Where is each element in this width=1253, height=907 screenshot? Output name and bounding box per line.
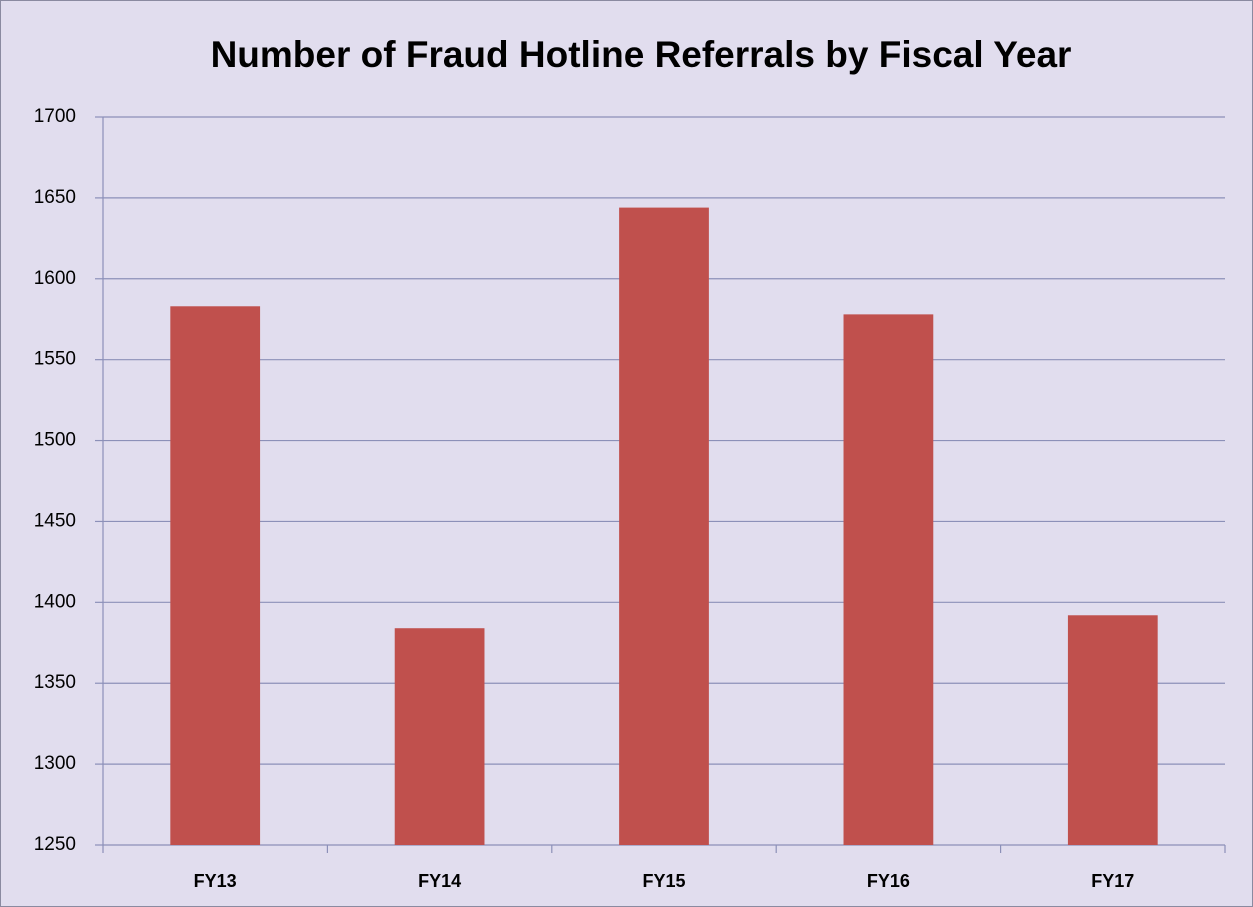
y-tick-label: 1700 (34, 106, 76, 127)
y-tick-label: 1250 (34, 834, 76, 855)
x-tick-label: FY16 (867, 871, 910, 891)
bar (1067, 615, 1158, 845)
y-tick-label: 1500 (34, 430, 76, 451)
y-tick-label: 1400 (34, 591, 76, 612)
bar (394, 628, 485, 845)
chart-title: Number of Fraud Hotline Referrals by Fis… (211, 34, 1072, 75)
bar (170, 306, 261, 845)
y-tick-label: 1450 (34, 510, 76, 531)
x-tick-label: FY17 (1091, 871, 1134, 891)
bar (619, 207, 709, 845)
y-tick-label: 1300 (34, 753, 76, 774)
y-tick-label: 1650 (34, 187, 76, 208)
x-tick-label: FY15 (642, 871, 685, 891)
y-tick-label: 1600 (34, 268, 76, 289)
y-tick-label: 1550 (34, 349, 76, 370)
x-tick-label: FY13 (194, 871, 237, 891)
y-tick-label: 1350 (34, 672, 76, 693)
bar (843, 314, 934, 845)
x-tick-label: FY14 (418, 871, 461, 891)
